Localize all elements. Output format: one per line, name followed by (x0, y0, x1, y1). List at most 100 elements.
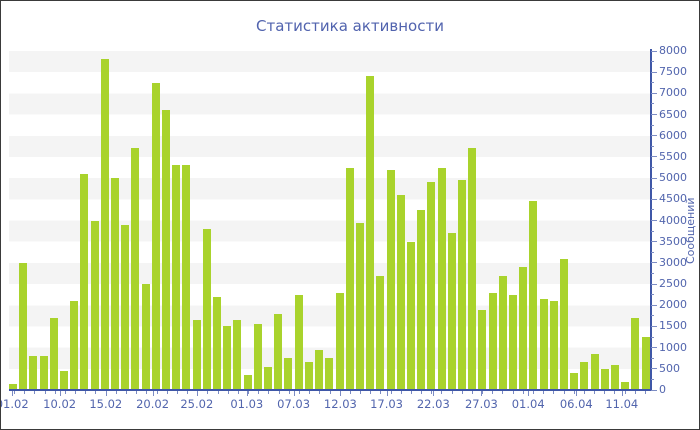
bar[interactable] (49, 317, 58, 390)
bar[interactable] (131, 148, 140, 390)
x-minor-tick (441, 391, 443, 394)
bar[interactable] (386, 169, 395, 390)
y-major-tick (651, 198, 657, 200)
bar[interactable] (519, 267, 528, 390)
x-minor-tick (573, 391, 575, 394)
bar[interactable] (539, 298, 548, 390)
y-minor-tick (651, 336, 654, 338)
x-minor-tick (309, 391, 311, 394)
bar[interactable] (559, 258, 568, 390)
y-major-tick (651, 50, 657, 52)
x-minor-tick (75, 391, 77, 394)
bar[interactable] (29, 356, 38, 390)
x-major-tick (152, 391, 154, 396)
bar[interactable] (304, 362, 313, 390)
x-minor-tick (44, 391, 46, 394)
bar[interactable] (284, 358, 293, 390)
bar[interactable] (335, 292, 344, 390)
bar[interactable] (111, 178, 120, 390)
bar[interactable] (600, 368, 609, 390)
y-major-tick (651, 71, 657, 73)
x-minor-tick (583, 391, 585, 394)
bar[interactable] (172, 165, 181, 390)
bar[interactable] (121, 224, 130, 390)
bar[interactable] (631, 317, 640, 390)
y-major-tick (651, 283, 657, 285)
bar[interactable] (366, 76, 375, 390)
bar[interactable] (621, 381, 630, 390)
bar[interactable] (437, 167, 446, 390)
bar[interactable] (590, 353, 599, 390)
x-minor-tick (390, 391, 392, 394)
x-axis-tick-label: 15.02 (89, 397, 123, 411)
bar[interactable] (90, 220, 99, 390)
bar[interactable] (70, 301, 79, 390)
x-axis-tick-label: 07.03 (277, 397, 311, 411)
bar[interactable] (376, 275, 385, 390)
x-axis-tick-label: 22.03 (416, 397, 450, 411)
bar[interactable] (417, 209, 426, 390)
x-minor-tick (543, 391, 545, 394)
bar[interactable] (19, 262, 28, 390)
bar[interactable] (233, 320, 242, 390)
x-minor-tick (522, 391, 524, 394)
bar[interactable] (345, 167, 354, 390)
x-minor-tick (339, 391, 341, 394)
bar[interactable] (182, 165, 191, 390)
bar[interactable] (151, 82, 160, 390)
bar[interactable] (355, 222, 364, 390)
y-major-tick (651, 177, 657, 179)
bar[interactable] (264, 366, 273, 390)
bar[interactable] (80, 173, 89, 390)
bar[interactable] (274, 313, 283, 390)
x-minor-tick (614, 391, 616, 394)
x-major-tick (246, 391, 248, 396)
bar[interactable] (213, 296, 222, 390)
bar[interactable] (396, 195, 405, 390)
y-axis-tick-label: 500 (659, 361, 680, 375)
bar[interactable] (325, 358, 334, 390)
bar[interactable] (192, 320, 201, 390)
x-minor-tick (502, 391, 504, 394)
x-minor-tick (563, 391, 565, 394)
bar[interactable] (253, 324, 262, 390)
x-major-tick (59, 391, 61, 396)
x-minor-tick (146, 391, 148, 394)
y-axis-tick-label: 4500 (659, 192, 687, 206)
x-minor-tick (248, 391, 250, 394)
bar[interactable] (478, 309, 487, 390)
bar[interactable] (406, 241, 415, 390)
bar[interactable] (243, 375, 252, 390)
bar[interactable] (570, 373, 579, 390)
bar[interactable] (529, 201, 538, 390)
bar[interactable] (488, 292, 497, 390)
bar[interactable] (162, 110, 171, 390)
x-minor-tick (278, 391, 280, 394)
bar[interactable] (641, 337, 650, 390)
bar[interactable] (457, 180, 466, 390)
bar[interactable] (202, 228, 211, 390)
bar[interactable] (508, 294, 517, 390)
bar[interactable] (39, 356, 48, 390)
bar[interactable] (315, 349, 324, 390)
bar[interactable] (427, 182, 436, 390)
bar[interactable] (549, 301, 558, 390)
x-major-tick (196, 391, 198, 396)
bar[interactable] (141, 284, 150, 390)
bar[interactable] (294, 294, 303, 390)
x-minor-tick (624, 391, 626, 394)
x-minor-tick (64, 391, 66, 394)
plot-area (9, 51, 650, 390)
bar[interactable] (60, 370, 69, 390)
bar[interactable] (580, 362, 589, 390)
x-minor-tick (298, 391, 300, 394)
x-minor-tick (176, 391, 178, 394)
bar[interactable] (9, 383, 17, 390)
x-minor-tick (451, 391, 453, 394)
bar[interactable] (610, 364, 619, 390)
bar[interactable] (447, 233, 456, 390)
bar[interactable] (100, 59, 109, 390)
bar[interactable] (468, 148, 477, 390)
bar[interactable] (223, 326, 232, 390)
bar[interactable] (498, 275, 507, 390)
